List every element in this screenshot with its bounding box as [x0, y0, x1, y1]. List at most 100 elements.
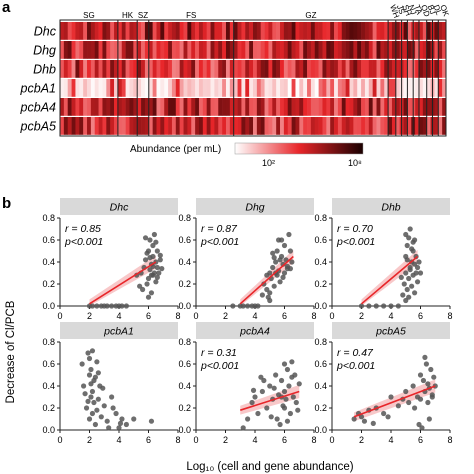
data-point	[131, 416, 137, 422]
heatmap-cell	[442, 41, 447, 59]
heatmap-cell	[276, 117, 281, 135]
heatmap-cell	[121, 60, 126, 78]
heatmap-cell	[314, 98, 319, 116]
heatmap-cell	[295, 41, 300, 59]
fit-line	[240, 390, 300, 411]
data-point	[381, 410, 387, 417]
heatmap-cell	[171, 79, 177, 97]
heatmap-cell	[106, 98, 111, 116]
data-point	[154, 274, 160, 280]
heatmap-cell	[299, 117, 304, 135]
heatmap-cell	[179, 22, 184, 40]
data-point	[429, 394, 435, 400]
data-point	[403, 388, 409, 395]
heatmap-cell	[287, 98, 292, 116]
heatmap-cell	[152, 79, 157, 97]
heatmap-cell	[337, 117, 343, 135]
heatmap-cell	[349, 79, 354, 97]
heatmap-cell	[438, 41, 443, 59]
heatmap-cell	[330, 79, 335, 97]
heatmap-cell	[260, 22, 265, 40]
heatmap-cell	[110, 98, 115, 116]
heatmap-cell	[75, 98, 80, 116]
data-point	[404, 242, 410, 249]
heatmap-cell	[376, 98, 381, 116]
heatmap-cell	[129, 41, 134, 59]
heatmap-cell	[368, 22, 373, 40]
heatmap-cell	[63, 98, 69, 116]
data-point	[295, 407, 301, 413]
data-point	[278, 377, 285, 384]
heatmap-cell	[310, 41, 316, 59]
heatmap-cell	[164, 60, 169, 78]
heatmap-cell	[395, 98, 400, 116]
heatmap-cell	[156, 41, 161, 59]
data-point	[104, 303, 110, 309]
heatmap-cell	[349, 98, 354, 116]
heatmap-cell	[206, 117, 211, 135]
heatmap-cell	[183, 60, 188, 78]
data-point	[264, 272, 270, 278]
heatmap-cell	[67, 79, 72, 97]
data-point	[361, 418, 368, 424]
heatmap-cell	[422, 41, 427, 59]
panel-strip	[332, 322, 450, 339]
heatmap-cell	[60, 22, 65, 40]
heatmap-cell	[175, 79, 180, 97]
heatmap-cell	[376, 79, 381, 97]
heatmap-cell	[144, 60, 150, 78]
data-point	[148, 418, 155, 424]
heatmap-cell	[125, 41, 130, 59]
heatmap-cell	[334, 79, 339, 97]
heatmap-cell	[322, 22, 327, 40]
heatmap-cell	[206, 98, 211, 116]
heatmap-cell	[299, 41, 304, 59]
heatmap-cell	[160, 79, 165, 97]
heatmap-cell	[210, 60, 215, 78]
heatmap-cell	[156, 60, 161, 78]
heatmap-cell	[249, 60, 254, 78]
data-point	[154, 248, 160, 254]
y-tick-label: 0.8	[42, 213, 55, 223]
panel-a-letter: a	[2, 0, 11, 16]
heatmap-cell	[106, 79, 111, 97]
heatmap-cell	[345, 60, 350, 78]
x-tick-label: 2	[87, 311, 92, 321]
heatmap-cell	[341, 117, 346, 135]
site-label-js: JS	[395, 4, 407, 16]
heatmap-cell	[137, 117, 142, 135]
heatmap-cell	[63, 22, 69, 40]
heatmap-cell	[391, 22, 397, 40]
heatmap-cell	[137, 60, 142, 78]
legend-min: 10²	[262, 158, 275, 168]
data-point	[406, 275, 412, 282]
heatmap-cell	[214, 22, 219, 40]
heatmap-cell	[341, 22, 346, 40]
heatmap-cell	[256, 98, 262, 116]
heatmap-cell	[233, 41, 238, 59]
heatmap-cell	[171, 22, 177, 40]
heatmap-cell	[60, 79, 65, 97]
heatmap-cell	[307, 79, 312, 97]
legend-max: 10⁸	[348, 158, 362, 168]
heatmap-cell	[407, 98, 412, 116]
heatmap-cell	[160, 117, 165, 135]
heatmap-cell	[264, 41, 269, 59]
heatmap-cell	[241, 22, 246, 40]
heatmap-cell	[71, 22, 76, 40]
heatmap-cell	[106, 41, 111, 59]
heatmap-cell	[198, 41, 204, 59]
heatmap-cell	[249, 79, 254, 97]
heatmap-cell	[426, 79, 431, 97]
heatmap-cell	[438, 98, 443, 116]
data-point	[258, 374, 264, 380]
x-tick-label: 2	[359, 311, 364, 321]
heatmap-cell	[210, 98, 215, 116]
heatmap-cell	[141, 41, 146, 59]
data-point	[86, 416, 93, 422]
heatmap-cell	[83, 22, 88, 40]
heatmap-cell	[117, 41, 123, 59]
heatmap-cell	[210, 79, 215, 97]
heatmap-cell	[195, 98, 200, 116]
data-point	[98, 414, 104, 420]
